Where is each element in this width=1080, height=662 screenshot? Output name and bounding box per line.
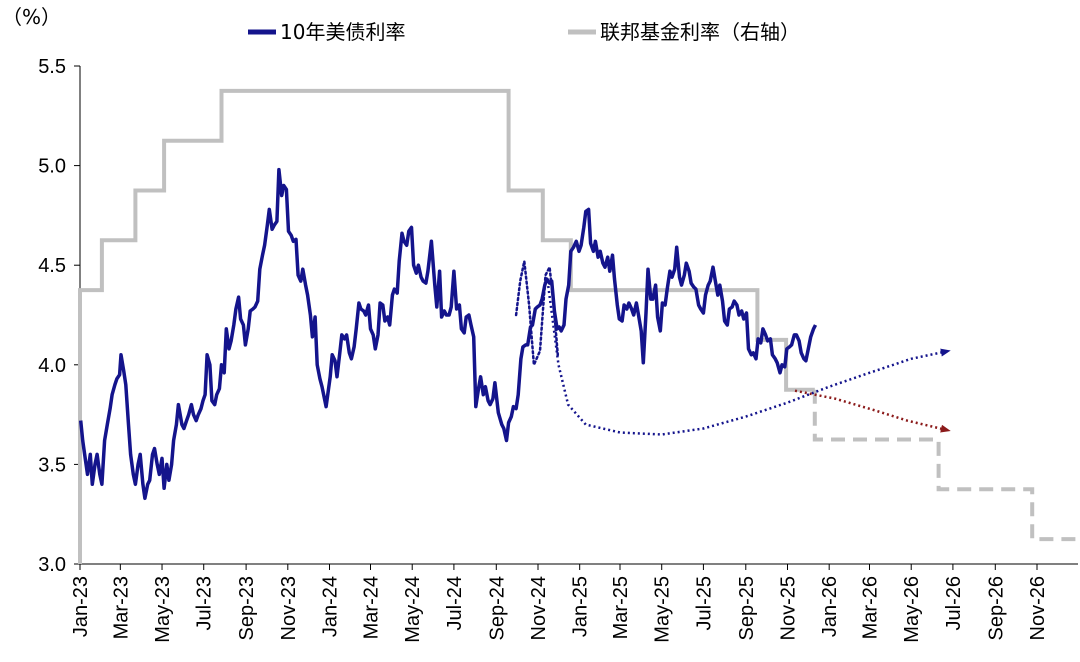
y-tick-label: 4.0 (38, 355, 66, 377)
x-tick-label: Mar-23 (110, 576, 132, 639)
y-tick-label: 5.0 (38, 156, 66, 178)
legend: 10年美债利率 联邦基金利率（右轴） (248, 20, 800, 44)
fed-funds-rate-line (78, 88, 815, 564)
x-tick-label: Jan-26 (819, 576, 841, 637)
x-tick-label: May-26 (901, 576, 923, 643)
x-tick-label: Sep-26 (985, 576, 1007, 641)
x-tick-label: Jul-26 (943, 576, 965, 630)
y-tick-label: 4.5 (38, 255, 66, 277)
plot-area: 3.0 3.5 4.0 4.5 5.0 5.5 Jan-23 Mar-23 May-23 Jul-… (38, 56, 1078, 643)
x-tick-label: Mar-24 (361, 576, 383, 639)
y-tick-label: 5.5 (38, 56, 66, 78)
yield-downside-projection-arrow (794, 389, 951, 433)
x-tick-label: Sep-23 (236, 576, 258, 641)
y-tick-label: 3.0 (38, 554, 66, 576)
fed-funds-projection-line (812, 389, 1078, 542)
y-tick-label: 3.5 (38, 454, 66, 476)
legend-label-treasury-10y: 10年美债利率 (280, 20, 405, 44)
x-tick-label: Jan-23 (70, 576, 92, 637)
x-tick-label: Nov-23 (278, 576, 300, 640)
x-tick-label: Mar-26 (860, 576, 882, 639)
x-tick-label: Nov-24 (528, 576, 550, 640)
x-tick-label: May-24 (402, 576, 424, 643)
x-tick-label: May-23 (152, 576, 174, 643)
y-axis-unit-label: （%） (2, 5, 61, 29)
treasury-10y-yield-line (78, 167, 818, 501)
x-tick-label: Jan-24 (320, 576, 342, 637)
x-tick-label: Sep-24 (486, 576, 508, 641)
x-tick-label: May-25 (652, 576, 674, 643)
x-tick-label: Nov-25 (777, 576, 799, 640)
x-tick-label: Jul-25 (693, 576, 715, 630)
legend-label-fed-funds: 联邦基金利率（右轴） (600, 20, 800, 44)
x-tick-label: Jul-23 (194, 576, 216, 630)
x-tick-label: Nov-26 (1027, 576, 1049, 640)
yield-projection-arrow (546, 280, 951, 436)
x-tick-label: Jul-24 (444, 576, 466, 630)
yield-projection-bump (514, 260, 560, 366)
x-tick-label: Sep-25 (736, 576, 758, 641)
x-tick-label: Jan-25 (570, 576, 592, 637)
x-tick-label: Mar-25 (610, 576, 632, 639)
